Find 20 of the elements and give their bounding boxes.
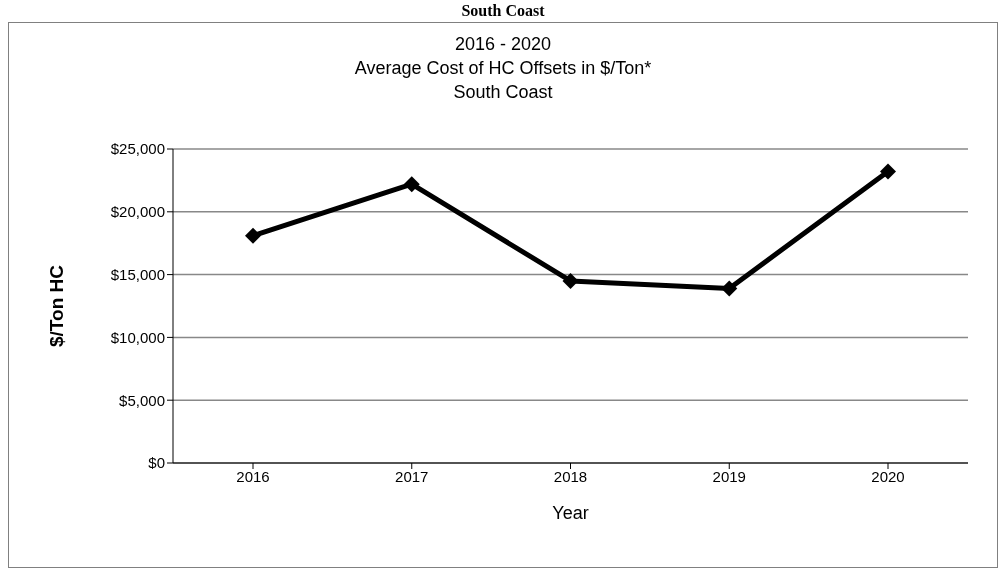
point: [245, 227, 261, 244]
x-tick-label: 2018: [553, 467, 588, 485]
point: [880, 163, 896, 180]
y-tick-label: $0: [148, 454, 165, 472]
y-tick-label: $20,000: [110, 203, 165, 221]
y-axis-title: $/Ton HC: [45, 264, 67, 347]
point: [721, 280, 738, 297]
chart-title: 2016 - 2020 Average Cost of HC Offsets in $/Ton* South Coast: [353, 33, 653, 104]
y-tick-label: $5,000: [119, 391, 165, 409]
x-tick-label: 2019: [712, 467, 746, 485]
x-tick-label: 2016: [236, 467, 270, 485]
y-tick-label: $10,000: [110, 328, 165, 346]
x-axis-title: Year: [552, 503, 589, 523]
point: [562, 272, 579, 289]
y-tick-label: $15,000: [110, 265, 165, 283]
x-tick-label: 2020: [871, 467, 905, 485]
point: [403, 176, 420, 193]
y-tick-label: $25,000: [110, 140, 165, 158]
text: South Coast: [460, 2, 546, 20]
x-tick-label: 2017: [395, 467, 429, 485]
